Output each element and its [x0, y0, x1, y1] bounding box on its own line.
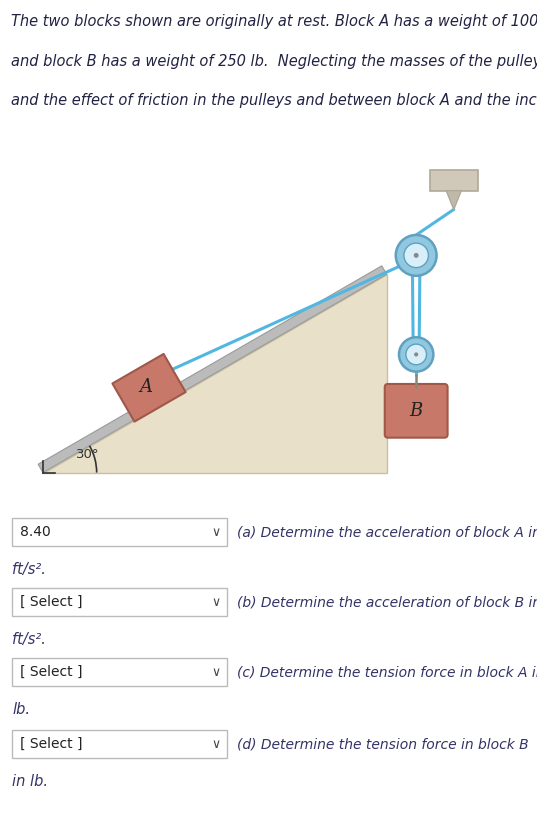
Text: The two blocks shown are originally at rest. Block A has a weight of 100 lb: The two blocks shown are originally at r… — [11, 14, 537, 29]
Text: (c) Determine the tension force in block A in: (c) Determine the tension force in block… — [237, 665, 537, 679]
Text: [ Select ]: [ Select ] — [20, 737, 83, 751]
Text: (b) Determine the acceleration of block B in: (b) Determine the acceleration of block … — [237, 595, 537, 609]
Circle shape — [399, 337, 433, 372]
Text: ∨: ∨ — [212, 666, 221, 679]
Circle shape — [414, 352, 418, 356]
Text: A: A — [140, 378, 153, 396]
Text: ∨: ∨ — [212, 737, 221, 751]
Polygon shape — [43, 274, 387, 472]
Circle shape — [396, 235, 437, 276]
Circle shape — [406, 344, 426, 365]
FancyBboxPatch shape — [12, 588, 227, 616]
Text: lb.: lb. — [12, 702, 30, 717]
FancyBboxPatch shape — [12, 518, 227, 546]
Polygon shape — [446, 191, 461, 210]
FancyBboxPatch shape — [12, 658, 227, 686]
Text: ft/s².: ft/s². — [12, 632, 46, 647]
Text: in lb.: in lb. — [12, 774, 48, 789]
Text: and the effect of friction in the pulleys and between block A and the incline.: and the effect of friction in the pulley… — [11, 93, 537, 108]
Polygon shape — [112, 354, 186, 421]
Text: (a) Determine the acceleration of block A in: (a) Determine the acceleration of block … — [237, 525, 537, 539]
Text: [ Select ]: [ Select ] — [20, 665, 83, 679]
Text: 8.40: 8.40 — [20, 525, 51, 539]
Circle shape — [413, 253, 419, 258]
Polygon shape — [38, 266, 387, 472]
Text: ∨: ∨ — [212, 596, 221, 608]
Text: (d) Determine the tension force in block B: (d) Determine the tension force in block… — [237, 737, 528, 751]
Text: B: B — [410, 402, 423, 420]
FancyBboxPatch shape — [12, 730, 227, 758]
FancyBboxPatch shape — [430, 170, 478, 191]
Text: ft/s².: ft/s². — [12, 562, 46, 577]
FancyBboxPatch shape — [384, 384, 448, 438]
Circle shape — [404, 243, 429, 267]
Text: [ Select ]: [ Select ] — [20, 595, 83, 609]
Text: ∨: ∨ — [212, 526, 221, 538]
Text: 30°: 30° — [76, 448, 100, 461]
Text: and block B has a weight of 250 lb.  Neglecting the masses of the pulleys: and block B has a weight of 250 lb. Negl… — [11, 53, 537, 68]
